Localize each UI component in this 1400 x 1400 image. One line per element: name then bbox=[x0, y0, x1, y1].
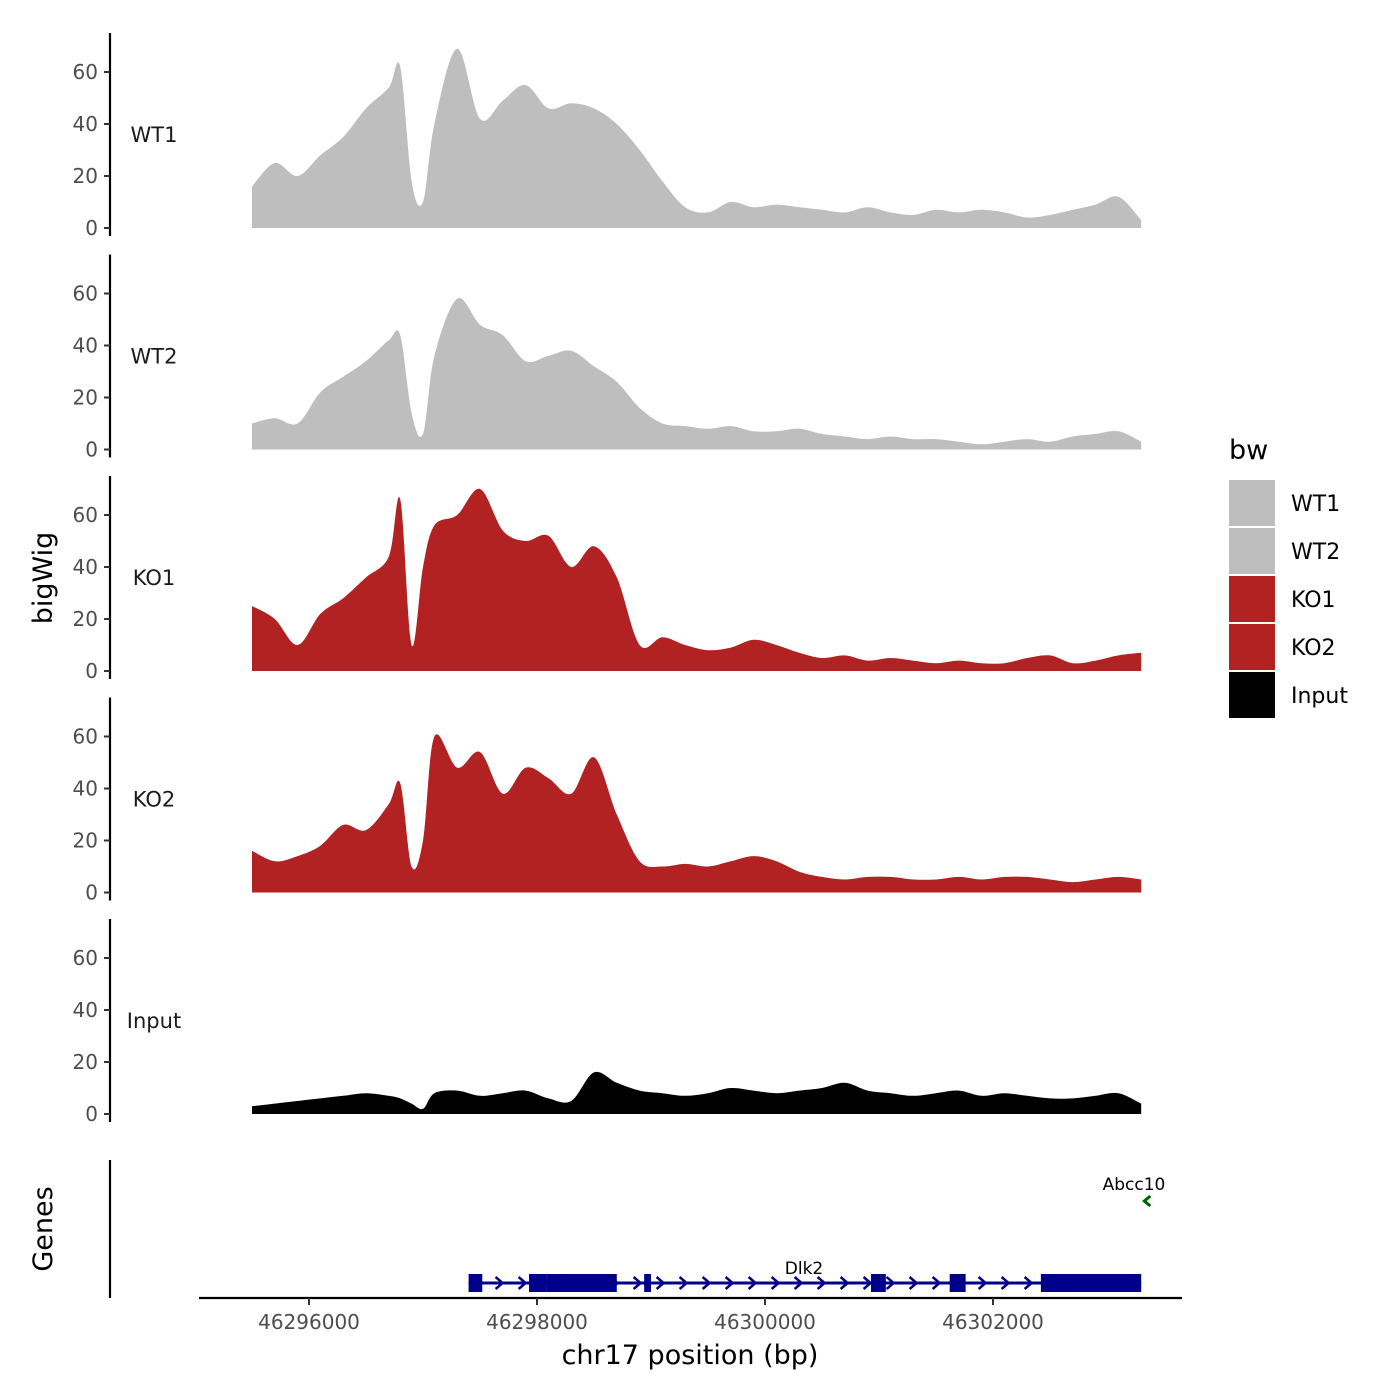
strand-arrow bbox=[678, 1276, 689, 1290]
series-area-wt1 bbox=[252, 48, 1142, 228]
track-label-wt2: WT2 bbox=[131, 345, 178, 369]
legend-swatch-input bbox=[1229, 672, 1275, 718]
series-area-input bbox=[252, 1071, 1142, 1114]
exon-block-dlk2 bbox=[949, 1274, 966, 1292]
x-tick-label: 46296000 bbox=[258, 1310, 360, 1334]
track-label-ko1: KO1 bbox=[133, 566, 176, 590]
strand-arrow bbox=[977, 1276, 988, 1290]
strand-arrow bbox=[793, 1276, 804, 1290]
track-label-wt1: WT1 bbox=[131, 123, 178, 147]
legend-label-wt1: WT1 bbox=[1291, 492, 1340, 517]
legend-label-ko1: KO1 bbox=[1291, 588, 1336, 613]
legend-swatch-wt1 bbox=[1229, 480, 1275, 526]
y-tick-label: 40 bbox=[73, 777, 98, 801]
exon-block-dlk2 bbox=[529, 1274, 547, 1292]
series-area-wt2 bbox=[252, 297, 1142, 450]
x-tick-label: 46300000 bbox=[714, 1310, 816, 1334]
y-tick-label: 20 bbox=[73, 1050, 98, 1074]
exon-block-dlk2 bbox=[871, 1274, 886, 1292]
y-axis-title: bigWig bbox=[28, 532, 59, 625]
y-tick-label: 20 bbox=[73, 386, 98, 410]
strand-arrow bbox=[632, 1276, 643, 1290]
y-tick-label: 60 bbox=[73, 946, 98, 970]
x-tick-label: 46298000 bbox=[486, 1310, 588, 1334]
strand-arrow bbox=[517, 1276, 528, 1290]
legend-label-input: Input bbox=[1291, 684, 1348, 709]
y-tick-label: 60 bbox=[73, 503, 98, 527]
strand-arrow bbox=[931, 1276, 942, 1290]
strand-arrow bbox=[1000, 1276, 1011, 1290]
y-tick-label: 60 bbox=[73, 60, 98, 84]
y-tick-label: 60 bbox=[73, 725, 98, 749]
y-tick-label: 0 bbox=[85, 881, 98, 905]
strand-arrow bbox=[1023, 1276, 1034, 1290]
y-tick-label: 40 bbox=[73, 555, 98, 579]
legend-swatch-wt2 bbox=[1229, 528, 1275, 574]
strand-arrow bbox=[862, 1276, 873, 1290]
exon-block-dlk2 bbox=[468, 1274, 483, 1292]
strand-arrow bbox=[655, 1276, 666, 1290]
y-tick-label: 60 bbox=[73, 282, 98, 306]
gene-mark-abcc10 bbox=[1141, 1194, 1152, 1208]
legend-title: bw bbox=[1229, 435, 1268, 466]
strand-arrow bbox=[724, 1276, 735, 1290]
genes-title: Genes bbox=[28, 1186, 59, 1271]
strand-arrow bbox=[908, 1276, 919, 1290]
y-tick-label: 40 bbox=[73, 334, 98, 358]
legend-swatch-ko1 bbox=[1229, 576, 1275, 622]
strand-arrow bbox=[770, 1276, 781, 1290]
strand-arrow bbox=[885, 1276, 896, 1290]
series-area-ko2 bbox=[252, 734, 1142, 893]
strand-arrow bbox=[494, 1276, 505, 1290]
gene-label-dlk2: Dlk2 bbox=[785, 1259, 823, 1279]
y-tick-label: 0 bbox=[85, 438, 98, 462]
exon-block-dlk2 bbox=[546, 1274, 617, 1292]
x-tick-label: 46302000 bbox=[942, 1310, 1044, 1334]
x-axis-title: chr17 position (bp) bbox=[562, 1340, 819, 1371]
strand-arrow bbox=[701, 1276, 712, 1290]
y-tick-label: 0 bbox=[85, 659, 98, 683]
legend-label-ko2: KO2 bbox=[1291, 636, 1336, 661]
legend-swatch-ko2 bbox=[1229, 624, 1275, 670]
track-label-input: Input bbox=[127, 1009, 181, 1033]
y-tick-label: 40 bbox=[73, 998, 98, 1022]
y-tick-label: 40 bbox=[73, 112, 98, 136]
track-label-ko2: KO2 bbox=[133, 788, 176, 812]
y-tick-label: 20 bbox=[73, 829, 98, 853]
exon-block-dlk2 bbox=[1040, 1274, 1142, 1292]
series-area-ko1 bbox=[252, 488, 1142, 671]
y-tick-label: 20 bbox=[73, 164, 98, 188]
exon-block-dlk2 bbox=[644, 1274, 651, 1292]
gene-label-abcc10: Abcc10 bbox=[1103, 1175, 1166, 1195]
strand-arrow bbox=[816, 1276, 827, 1290]
legend-label-wt2: WT2 bbox=[1291, 540, 1340, 565]
y-tick-label: 0 bbox=[85, 1102, 98, 1126]
y-tick-label: 20 bbox=[73, 607, 98, 631]
strand-arrow bbox=[839, 1276, 850, 1290]
strand-arrow bbox=[747, 1276, 758, 1290]
y-tick-label: 0 bbox=[85, 216, 98, 240]
